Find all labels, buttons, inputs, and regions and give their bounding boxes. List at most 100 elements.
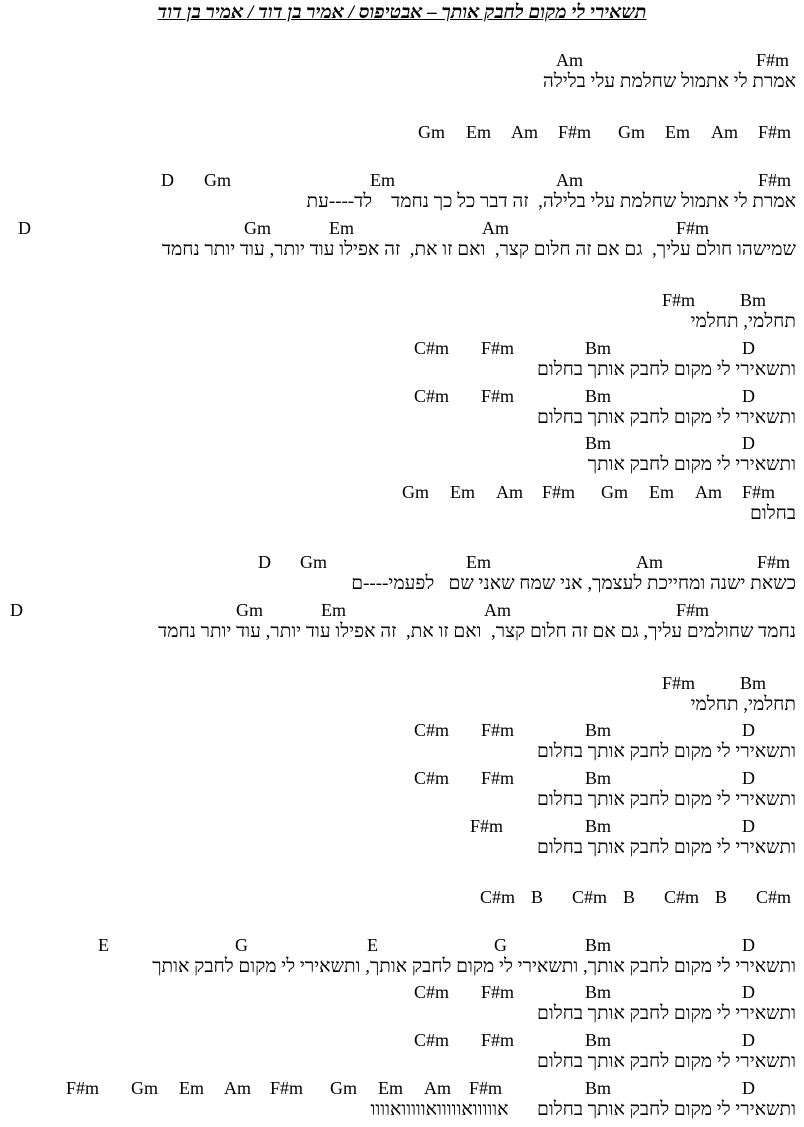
chord-symbol: Am — [556, 170, 583, 190]
chord-symbol: F#m — [481, 338, 515, 358]
chord-symbol: C#m — [414, 768, 450, 788]
chord-symbol: Em — [370, 170, 395, 190]
lyric-line: תחלמי, תחלמי — [690, 694, 796, 715]
chord-symbol: D — [742, 768, 755, 788]
chord-symbol: D — [742, 1030, 755, 1050]
chord-symbol: Em — [466, 122, 491, 142]
chord-symbol: Bm — [740, 290, 767, 310]
chord-line: F#m Bm — [0, 671, 804, 695]
chord-symbol: Bm — [585, 433, 612, 453]
chord-symbol: Bm — [585, 1078, 612, 1098]
chord-line: D Gm Em Am F#m — [0, 550, 804, 574]
chord-symbol: Gm — [244, 218, 271, 238]
chord-symbol: C#m — [572, 887, 608, 907]
lyric-line: ותשאירי לי מקום לחבק אותך בחלום — [536, 407, 796, 428]
chord-symbol: Em — [649, 482, 674, 502]
chord-symbol: F#m — [481, 982, 515, 1002]
chord-symbol: Gm — [300, 552, 327, 572]
chord-symbol: D — [742, 433, 755, 453]
chord-symbol: F#m — [481, 386, 515, 406]
chord-symbol: Am — [636, 552, 663, 572]
lyric-line: ותשאירי לי מקום לחבק אותך בחלום — [536, 741, 796, 762]
chord-symbol: Am — [496, 482, 523, 502]
chord-symbol: D — [18, 218, 31, 238]
lyric-line: אמרת לי אתמול שחלמת עלי בלילה — [542, 71, 796, 92]
chord-symbol: Am — [224, 1078, 251, 1098]
chord-symbol: C#m — [414, 1030, 450, 1050]
chord-symbol: Em — [321, 600, 346, 620]
lyric-line: ותשאירי לי מקום לחבק אותך בחלום — [536, 1003, 796, 1024]
chord-symbol: Bm — [585, 982, 612, 1002]
chord-symbol: F#m — [758, 170, 792, 190]
chord-symbol: Am — [482, 218, 509, 238]
chord-symbol: F#m — [558, 122, 592, 142]
chord-line: F#m Gm Em Am F#m Gm Em Am F#m Bm D — [0, 1076, 804, 1100]
chord-symbol: C#m — [414, 386, 450, 406]
chord-symbol: F#m — [742, 482, 776, 502]
chord-symbol: Bm — [740, 673, 767, 693]
chord-symbol: D — [742, 935, 755, 955]
chord-symbol: F#m — [662, 673, 696, 693]
chord-symbol: B — [623, 887, 636, 907]
chord-symbol: Gm — [236, 600, 263, 620]
chord-symbol: B — [531, 887, 544, 907]
chord-symbol: Em — [665, 122, 690, 142]
chord-symbol: Bm — [585, 386, 612, 406]
chord-symbol: E — [98, 935, 109, 955]
chord-line: D Gm Em Am F#m — [0, 598, 804, 622]
chord-line: E G E G Bm D — [0, 933, 804, 957]
lyric-line: ותשאירי לי מקום לחבק אותך בחלום אווווואו… — [370, 1099, 797, 1120]
lyric-line: ותשאירי לי מקום לחבק אותך, ותשאירי לי מק… — [152, 956, 796, 977]
chord-symbol: Gm — [131, 1078, 158, 1098]
chord-symbol: F#m — [757, 552, 791, 572]
chord-symbol: Am — [511, 122, 538, 142]
chord-symbol: D — [742, 720, 755, 740]
lyric-line: ותשאירי לי מקום לחבק אותך בחלום — [536, 837, 796, 858]
lyric-line: כשאת ישנה ומחייכת לעצמך, אני שמח שאני שם… — [351, 573, 796, 594]
chord-symbol: Am — [556, 50, 583, 70]
chord-symbol: Am — [711, 122, 738, 142]
chord-symbol: F#m — [481, 720, 515, 740]
chord-symbol: F#m — [270, 1078, 304, 1098]
chord-symbol: D — [742, 1078, 755, 1098]
lyric-line: ותשאירי לי מקום לחבק אותך — [587, 454, 796, 475]
chord-symbol: C#m — [414, 720, 450, 740]
chord-line: C#m F#m Bm D — [0, 384, 804, 408]
lyric-line: אמרת לי אתמול שחלמת עלי בלילה, זה דבר כל… — [306, 191, 796, 212]
chord-symbol: C#m — [414, 982, 450, 1002]
lyric-line: בחלום — [749, 503, 796, 524]
chord-symbol: Am — [695, 482, 722, 502]
chord-symbol: Bm — [585, 1030, 612, 1050]
chord-symbol: F#m — [756, 50, 790, 70]
chord-symbol: F#m — [66, 1078, 100, 1098]
chord-symbol: F#m — [676, 218, 710, 238]
chord-symbol: F#m — [481, 768, 515, 788]
chord-symbol: B — [715, 887, 728, 907]
chord-symbol: Gm — [402, 482, 429, 502]
chord-symbol: D — [742, 816, 755, 836]
lyric-line: שמישהו חולם עליך, גם אם זה חלום קצר, ואם… — [161, 239, 796, 260]
chord-symbol: Gm — [418, 122, 445, 142]
chord-symbol: F#m — [481, 1030, 515, 1050]
chord-line: C#m B C#m B C#m B C#m — [0, 885, 804, 909]
chord-symbol: Bm — [585, 816, 612, 836]
chord-line: C#m F#m Bm D — [0, 980, 804, 1004]
chord-line: C#m F#m Bm D — [0, 766, 804, 790]
chord-symbol: Gm — [618, 122, 645, 142]
lyric-line: ותשאירי לי מקום לחבק אותך בחלום — [536, 359, 796, 380]
chord-symbol: Bm — [585, 935, 612, 955]
chord-line: Am F#m — [0, 48, 804, 72]
chord-symbol: G — [235, 935, 248, 955]
chord-symbol: Em — [329, 218, 354, 238]
lyric-line: תחלמי, תחלמי — [690, 311, 796, 332]
chord-symbol: F#m — [662, 290, 696, 310]
chord-symbol: Bm — [585, 720, 612, 740]
chord-symbol: F#m — [542, 482, 576, 502]
chord-symbol: D — [161, 170, 174, 190]
lyric-line: ותשאירי לי מקום לחבק אותך בחלום — [536, 789, 796, 810]
chord-line: Gm Em Am F#m Gm Em Am F#m — [0, 120, 804, 144]
chord-symbol: Am — [424, 1078, 451, 1098]
chord-symbol: Em — [450, 482, 475, 502]
lyric-line: נחמד שחולמים עליך, גם אם זה חלום קצר, וא… — [158, 621, 796, 642]
